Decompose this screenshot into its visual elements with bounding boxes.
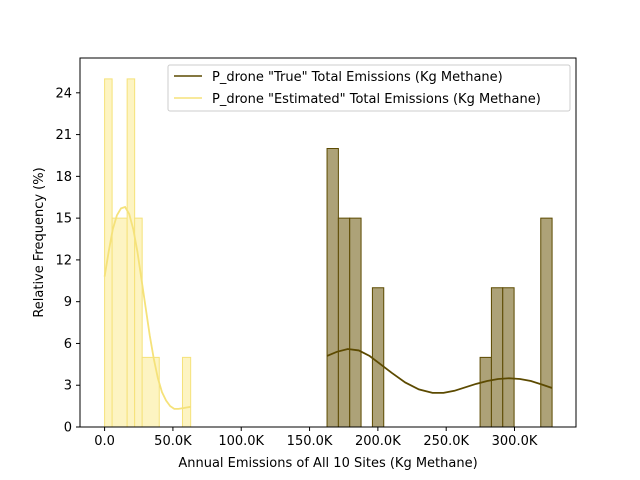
histogram-bar-true-3 (371, 287, 385, 428)
histogram-bar-estimated-3 (134, 217, 143, 428)
histogram-bar-estimated-2 (126, 78, 136, 428)
y-tick-label: 9 (64, 295, 72, 310)
y-tick-label: 18 (55, 170, 72, 185)
legend-label-true: P_drone "True" Total Emissions (Kg Metha… (212, 70, 503, 85)
histogram-bar-estimated-5 (181, 356, 192, 428)
histogram-bar-true-5 (490, 287, 504, 428)
histogram-bar-true-1 (337, 217, 351, 428)
x-tick-label: 250.0K (423, 434, 469, 449)
histogram-bar-true-0 (326, 148, 339, 428)
x-tick-label: 100.0K (218, 434, 264, 449)
legend-box (167, 64, 571, 112)
x-tick-label: 150.0K (287, 434, 333, 449)
kde-curves (103, 205, 553, 410)
histogram-bar-estimated-4 (141, 356, 160, 428)
y-tick-label: 21 (55, 128, 72, 143)
x-tick-label: 200.0K (355, 434, 401, 449)
x-axis-ticks: 0.0 50.0K 100.0K 150.0K 200.0K 250.0K 300.0K (94, 427, 538, 449)
kde-line-true (326, 348, 553, 394)
histogram-bar-estimated-1 (111, 217, 128, 428)
y-tick-label: 3 (64, 379, 72, 394)
kde-line-estimated (103, 205, 191, 410)
legend-label-estimated: P_drone "Estimated" Total Emissions (Kg … (212, 92, 541, 107)
y-tick-label: 15 (55, 212, 72, 227)
histogram-bar-true-6 (502, 287, 515, 428)
x-axis-label: Annual Emissions of All 10 Sites (Kg Met… (178, 456, 477, 471)
x-tick-label: 300.0K (492, 434, 538, 449)
legend: P_drone "True" Total Emissions (Kg Metha… (167, 64, 571, 112)
x-tick-label: 0.0 (94, 434, 115, 449)
x-tick-label: 50.0K (154, 434, 192, 449)
y-tick-label: 6 (64, 337, 72, 352)
plot-frame (79, 57, 577, 428)
histogram-bar-true-4 (479, 356, 492, 428)
y-tick-label: 24 (55, 86, 72, 101)
y-axis-ticks: 0 3 6 9 12 15 18 21 24 (55, 86, 80, 436)
y-axis-label: Relative Frequency (%) (32, 167, 47, 317)
histogram-bar-true-7 (540, 217, 553, 428)
histogram-bar-true-2 (349, 217, 362, 428)
y-tick-label: 0 (64, 421, 72, 436)
y-tick-label: 12 (55, 253, 72, 268)
